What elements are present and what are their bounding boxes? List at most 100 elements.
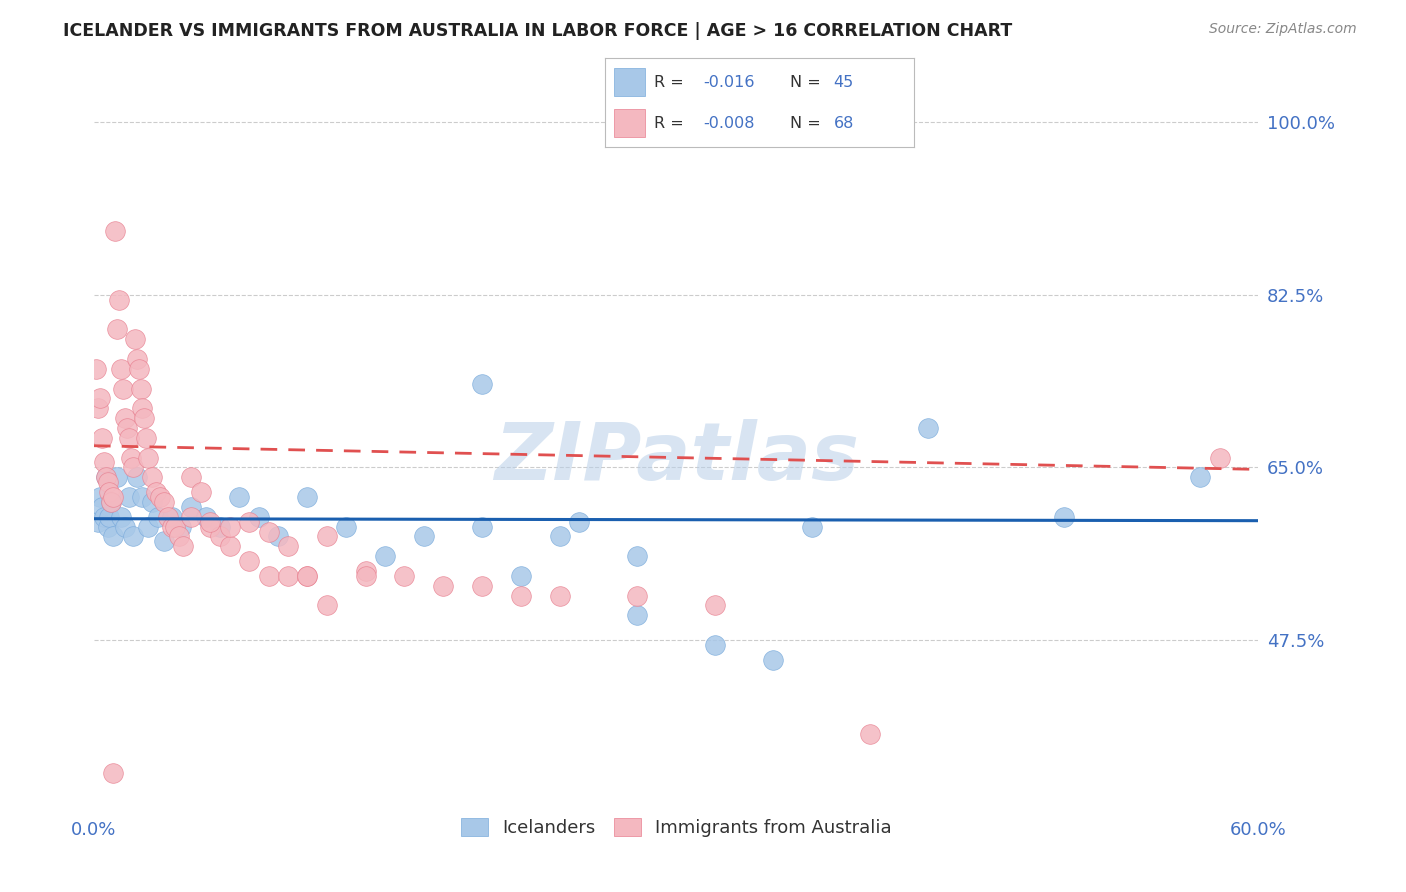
Point	[160, 519, 183, 533]
Point	[195, 509, 218, 524]
Legend: Icelanders, Immigrants from Australia: Icelanders, Immigrants from Australia	[454, 811, 898, 844]
Point	[190, 485, 212, 500]
Point	[170, 519, 193, 533]
Point	[218, 519, 240, 533]
Text: N =: N =	[790, 116, 827, 130]
Point	[149, 490, 172, 504]
Point	[704, 638, 727, 652]
Point	[98, 485, 121, 500]
Point	[135, 431, 157, 445]
Point	[626, 549, 648, 564]
Point	[94, 470, 117, 484]
Point	[121, 460, 143, 475]
Point	[89, 392, 111, 406]
Point	[131, 490, 153, 504]
Point	[509, 589, 531, 603]
Point	[120, 450, 142, 465]
Point	[568, 515, 591, 529]
Point	[104, 224, 127, 238]
Point	[471, 376, 494, 391]
Point	[128, 361, 150, 376]
Point	[93, 509, 115, 524]
Point	[180, 500, 202, 514]
Point	[112, 382, 135, 396]
Point	[152, 534, 174, 549]
Point	[200, 519, 222, 533]
Text: R =: R =	[654, 75, 689, 89]
Point	[110, 361, 132, 376]
Point	[200, 515, 222, 529]
Point	[277, 569, 299, 583]
Point	[354, 569, 377, 583]
Point	[93, 455, 115, 469]
Point	[103, 529, 125, 543]
Point	[105, 322, 128, 336]
Point	[267, 529, 290, 543]
Point	[84, 361, 107, 376]
Point	[136, 450, 159, 465]
Point	[125, 351, 148, 366]
Point	[548, 589, 571, 603]
Point	[160, 509, 183, 524]
Point	[100, 495, 122, 509]
Point	[169, 529, 191, 543]
Point	[134, 411, 156, 425]
Point	[141, 495, 163, 509]
Text: ICELANDER VS IMMIGRANTS FROM AUSTRALIA IN LABOR FORCE | AGE > 16 CORRELATION CHA: ICELANDER VS IMMIGRANTS FROM AUSTRALIA I…	[63, 22, 1012, 40]
Text: ZIPatlas: ZIPatlas	[494, 418, 859, 497]
Point	[125, 470, 148, 484]
Point	[114, 519, 136, 533]
Point	[277, 539, 299, 553]
Point	[394, 569, 416, 583]
Point	[315, 599, 337, 613]
Point	[136, 519, 159, 533]
Point	[374, 549, 396, 564]
Point	[121, 529, 143, 543]
Point	[432, 579, 454, 593]
Point	[146, 509, 169, 524]
Point	[238, 554, 260, 568]
Point	[90, 500, 112, 514]
Text: -0.008: -0.008	[703, 116, 755, 130]
Point	[105, 470, 128, 484]
Point	[247, 509, 270, 524]
Point	[180, 470, 202, 484]
Point	[471, 579, 494, 593]
Point	[762, 653, 785, 667]
Point	[108, 293, 131, 307]
Point	[118, 490, 141, 504]
Point	[103, 490, 125, 504]
Point	[100, 495, 122, 509]
Point	[172, 539, 194, 553]
Point	[238, 515, 260, 529]
Bar	[614, 68, 645, 96]
Point	[412, 529, 434, 543]
Point	[118, 431, 141, 445]
Point	[257, 569, 280, 583]
Point	[859, 727, 882, 741]
Point	[1053, 509, 1076, 524]
Point	[209, 529, 232, 543]
Point	[141, 470, 163, 484]
Point	[96, 475, 118, 490]
Bar	[614, 109, 645, 137]
Point	[180, 509, 202, 524]
Point	[209, 519, 232, 533]
Point	[257, 524, 280, 539]
Point	[801, 519, 824, 533]
Text: R =: R =	[654, 116, 689, 130]
Point	[626, 589, 648, 603]
Point	[98, 509, 121, 524]
Point	[152, 495, 174, 509]
Point	[156, 509, 179, 524]
Point	[354, 564, 377, 578]
Point	[129, 382, 152, 396]
Point	[165, 519, 187, 533]
Point	[548, 529, 571, 543]
Point	[228, 490, 250, 504]
Point	[90, 431, 112, 445]
Point	[94, 470, 117, 484]
Text: -0.016: -0.016	[703, 75, 755, 89]
Point	[1189, 470, 1212, 484]
Point	[124, 332, 146, 346]
